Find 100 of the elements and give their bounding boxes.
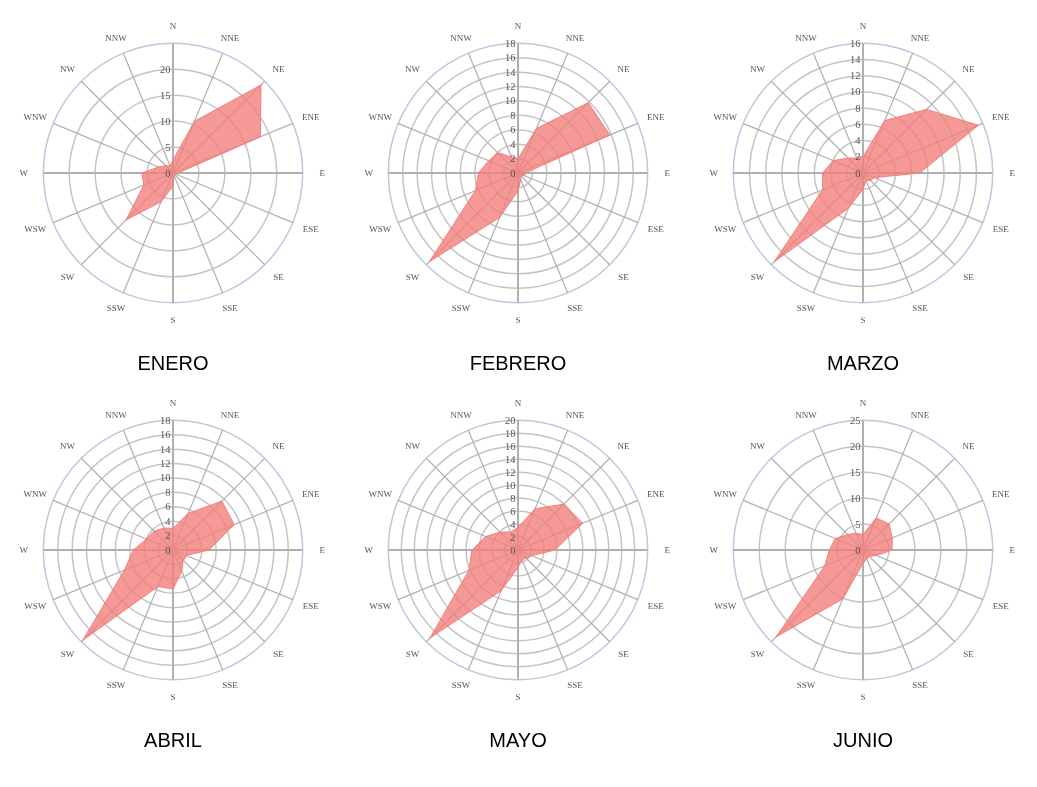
spoke-label: SSW	[106, 303, 126, 314]
y-tick-label: 18	[159, 414, 171, 426]
spoke-label: SSE	[912, 303, 929, 314]
y-tick-label: 6	[165, 501, 171, 513]
spoke-label: WNW	[368, 111, 393, 122]
spoke-label: NE	[617, 441, 630, 452]
y-tick-label: 8	[510, 109, 516, 121]
y-tick-label: 4	[510, 518, 517, 530]
spoke-label: SW	[750, 271, 765, 282]
spoke-label: S	[170, 314, 176, 325]
y-tick-label: 15	[849, 466, 861, 478]
spoke-label: S	[170, 691, 176, 702]
y-tick-label: 18	[504, 427, 516, 439]
spoke-label: W	[19, 168, 29, 178]
y-tick-label: 16	[504, 440, 516, 452]
spoke-label: ESE	[302, 601, 320, 612]
spoke-label: ENE	[992, 488, 1011, 499]
spoke-label: NNW	[450, 32, 473, 43]
spoke-label: E	[319, 545, 326, 555]
spoke-label: WNW	[23, 488, 48, 499]
spoke-label: SSE	[222, 680, 239, 691]
spoke-label: E	[1009, 545, 1016, 555]
spoke-label: SE	[273, 271, 285, 282]
y-tick-label: 14	[159, 443, 172, 455]
y-tick-label: 6	[510, 124, 516, 136]
spoke-label: NNW	[795, 409, 818, 420]
y-tick-label: 0	[510, 167, 516, 179]
spoke-label: NE	[962, 441, 975, 452]
spoke-label: NE	[962, 64, 975, 75]
spoke-label: SSE	[567, 303, 584, 314]
spoke-label: WNW	[713, 111, 738, 122]
y-tick-label: 4	[165, 515, 172, 527]
y-tick-label: 0	[510, 544, 516, 556]
y-tick-label: 8	[165, 486, 171, 498]
spoke-label: NNE	[220, 32, 240, 43]
y-tick-label: 8	[510, 492, 516, 504]
spoke-label: W	[364, 168, 374, 178]
spoke-label: E	[319, 168, 326, 178]
y-tick-label: 0	[165, 544, 171, 556]
y-tick-label: 8	[855, 102, 861, 114]
spoke-label: SE	[963, 648, 975, 659]
spoke-label: N	[514, 21, 522, 32]
spoke-label: W	[19, 545, 29, 555]
spoke-label: SW	[60, 648, 75, 659]
spoke-label: WSW	[369, 601, 392, 612]
spoke-label: NW	[405, 441, 421, 452]
spoke-label: N	[169, 398, 177, 409]
y-tick-label: 10	[504, 479, 516, 491]
spoke-label: SSW	[796, 303, 816, 314]
spoke-label: SSW	[451, 303, 471, 314]
spoke-label: ENE	[992, 111, 1011, 122]
spoke-label: ENE	[302, 111, 321, 122]
spoke-label: S	[515, 314, 521, 325]
y-tick-label: 2	[165, 530, 171, 542]
y-tick-label: 2	[510, 531, 516, 543]
spoke-label: N	[169, 21, 177, 32]
y-tick-label: 25	[849, 414, 861, 426]
spoke-label: SE	[618, 648, 630, 659]
y-tick-label: 10	[849, 492, 861, 504]
text: MAYO	[489, 728, 547, 751]
spoke-label: SW	[405, 648, 420, 659]
spoke-label: NW	[60, 64, 76, 75]
y-tick-label: 0	[165, 167, 171, 179]
text: ENERO	[137, 351, 209, 374]
spoke-label: WSW	[369, 224, 392, 235]
spoke-label: ESE	[992, 601, 1010, 612]
y-tick-label: 12	[159, 458, 171, 470]
spoke-label: ENE	[647, 111, 666, 122]
spoke-label: W	[364, 545, 374, 555]
spoke-label: NE	[272, 64, 285, 75]
spoke-label: E	[1009, 168, 1016, 178]
spoke-label: ESE	[647, 224, 665, 235]
spoke-label: WNW	[23, 111, 48, 122]
spoke-label: WSW	[24, 601, 47, 612]
spoke-label: NW	[750, 441, 766, 452]
y-tick-label: 5	[855, 518, 861, 530]
y-tick-label: 15	[159, 89, 171, 101]
y-tick-label: 10	[159, 115, 171, 127]
spoke-label: NNW	[795, 32, 818, 43]
y-tick-label: 6	[855, 118, 861, 130]
spoke-label: S	[860, 691, 866, 702]
y-tick-label: 18	[504, 37, 516, 49]
y-tick-label: 12	[504, 81, 516, 93]
spoke-label: SSW	[451, 680, 471, 691]
spoke-label: ESE	[647, 601, 665, 612]
y-tick-label: 14	[504, 66, 517, 78]
spoke-label: W	[709, 168, 719, 178]
y-tick-label: 0	[855, 167, 861, 179]
spoke-label: ENE	[302, 488, 321, 499]
spoke-label: NW	[405, 64, 421, 75]
y-tick-label: 4	[510, 138, 517, 150]
spoke-label: W	[709, 545, 719, 555]
spoke-label: NW	[750, 64, 766, 75]
y-tick-label: 0	[855, 544, 861, 556]
y-tick-label: 6	[510, 505, 516, 517]
spoke-label: NE	[617, 64, 630, 75]
spoke-label: NE	[272, 441, 285, 452]
y-tick-label: 5	[165, 141, 171, 153]
y-tick-label: 2	[855, 151, 861, 163]
spoke-label: E	[664, 545, 671, 555]
